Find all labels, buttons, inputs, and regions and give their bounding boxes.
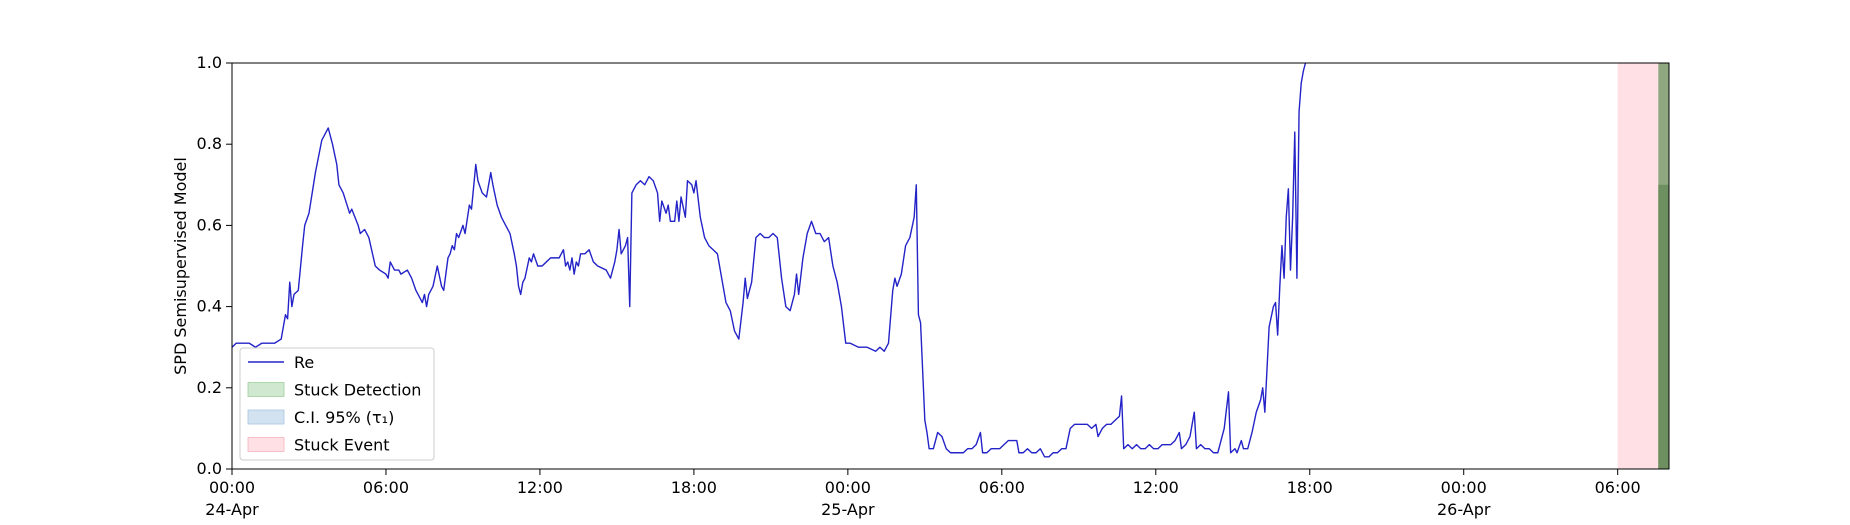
x-tick-label: 00:00 [209,478,255,497]
legend-swatch-patch [247,409,285,425]
x-tick-label: 26-Apr [1437,500,1491,519]
x-tick-label: 18:00 [671,478,717,497]
axes-layer: 0.0 0.2 0.4 0.6 0.8 1.0 00:00 24-Apr 1900 06:00 12… [197,53,1670,525]
x-tick-label: 06:00 [979,478,1025,497]
legend-entry-label: Stuck Detection [294,381,421,400]
y-tick-label: 0.0 [197,459,222,478]
x-tick-label: 24-Apr [205,500,259,519]
y-tick-label: 0.2 [197,378,222,397]
y-tick-label: 0.8 [197,134,222,153]
legend-entry-label: Stuck Event [294,436,390,455]
y-axis-label: SPD Semisupervised Model [171,157,190,375]
y-tick-label: 0.6 [197,215,222,234]
x-tick-label: 25-Apr [821,500,875,519]
legend-entry-label: Re [294,353,314,372]
region-c-i-95 [1658,184,1669,470]
legend-swatch-patch [247,382,285,397]
plot-frame [231,62,1670,470]
x-tick-label: 06:00 [363,478,409,497]
x-tick-label: 00:00 [825,478,871,497]
y-tick-label: 1.0 [197,53,222,72]
legend: Re Stuck Detection C.I. 95% (τ₁) Stuck Even… [239,347,435,461]
legend-entry-label: C.I. 95% (τ₁) [294,408,394,427]
x-tick-label: 12:00 [1133,478,1179,497]
y-tick-label: 0.4 [197,297,222,316]
x-tick-label: 12:00 [517,478,563,497]
series-layer [231,62,1307,458]
x-tick-label: 00:00 [1441,478,1487,497]
legend-box [239,347,435,461]
series-line-re [231,62,1307,458]
regions-layer [1617,63,1669,470]
x-tick-label: 06:00 [1595,478,1641,497]
legend-swatch-patch [247,437,285,452]
x-tick-label: 1900 [212,522,253,525]
x-tick-label: 18:00 [1287,478,1333,497]
